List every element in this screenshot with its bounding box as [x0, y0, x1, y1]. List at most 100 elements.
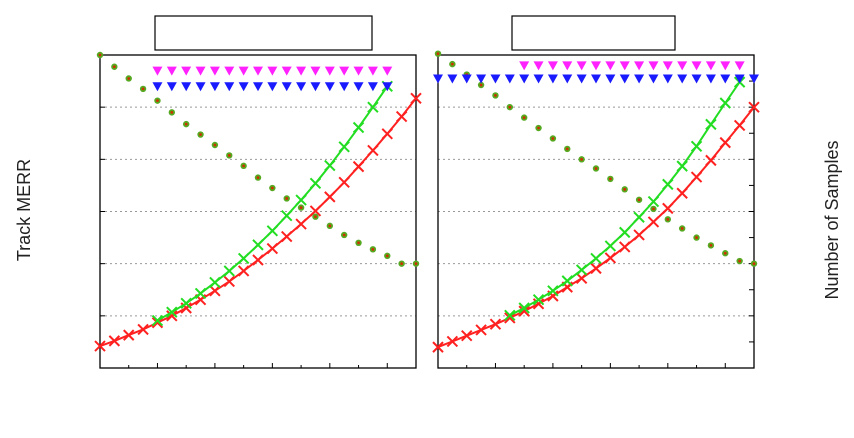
data-point [195, 82, 206, 92]
panel-ensemble-means [432, 15, 760, 369]
data-point-center [436, 52, 440, 56]
data-point [576, 74, 587, 84]
data-point-center [314, 215, 317, 219]
data-point [518, 302, 530, 314]
series-2 [96, 51, 420, 267]
data-point [733, 119, 746, 132]
data-point [224, 82, 235, 92]
data-point-center [522, 116, 526, 119]
y-axis-label-track-merr: Track MERR [14, 159, 34, 261]
data-point [734, 74, 745, 84]
data-point [504, 74, 515, 84]
data-point [266, 242, 279, 255]
data-point [504, 309, 516, 322]
data-point [224, 66, 235, 76]
data-point [519, 61, 530, 71]
data-point [166, 310, 178, 322]
data-point [253, 82, 263, 92]
data-point [166, 82, 177, 92]
data-point [209, 66, 220, 76]
data-point-center [551, 137, 555, 140]
data-point-center [98, 53, 102, 57]
data-point-center [738, 259, 742, 263]
data-point [619, 241, 631, 253]
data-point-center [127, 77, 131, 80]
data-point [547, 285, 559, 297]
data-point [382, 66, 393, 76]
data-point [490, 74, 501, 84]
data-point [590, 262, 602, 275]
data-point [352, 121, 365, 134]
data-point [281, 230, 293, 243]
data-point [223, 275, 235, 288]
data-point [705, 61, 716, 71]
data-point-center [695, 236, 698, 239]
data-point [324, 66, 335, 76]
data-point-center [170, 110, 174, 114]
data-point-center [328, 224, 332, 228]
data-point [647, 216, 660, 228]
data-point [677, 74, 688, 84]
data-point [518, 305, 530, 317]
series-line [99, 97, 417, 348]
series-1 [151, 80, 393, 327]
data-point-center [270, 186, 274, 190]
data-point [749, 74, 759, 84]
data-point [677, 61, 688, 71]
data-point [367, 82, 378, 92]
data-point [705, 154, 717, 167]
data-point [310, 82, 321, 92]
data-point-center [371, 247, 375, 251]
series-line [509, 81, 741, 317]
data-point [432, 341, 444, 353]
data-point [281, 209, 293, 222]
data-point [339, 66, 350, 76]
data-point [647, 195, 660, 208]
data-point [619, 74, 630, 84]
data-point [166, 306, 178, 318]
right-axis-label: Number of Samples [822, 140, 842, 299]
data-point [720, 74, 731, 84]
data-point [367, 66, 378, 76]
data-point-center [494, 94, 497, 97]
data-point [562, 74, 573, 84]
data-point-center [213, 143, 217, 147]
data-point [367, 144, 379, 157]
y2-axis-label-number-of-samples: Number of Samples [822, 140, 842, 299]
data-point [619, 61, 630, 71]
series-1 [504, 76, 746, 322]
data-point-center [637, 198, 641, 202]
data-point [719, 97, 731, 109]
data-point [662, 61, 673, 71]
data-point [223, 265, 235, 277]
panel-unperturbed-forecasts [94, 15, 422, 369]
data-point-center [156, 99, 159, 103]
data-point-center [184, 122, 188, 126]
data-point [591, 61, 601, 71]
left-axis-label: Track MERR [14, 159, 34, 261]
data-point [561, 275, 573, 287]
data-point [252, 254, 264, 266]
data-point [238, 66, 249, 76]
data-point [266, 225, 279, 237]
data-point-center [666, 217, 670, 221]
data-point [691, 61, 702, 71]
data-point [353, 82, 364, 92]
data-point [152, 66, 163, 76]
data-point-center [565, 147, 569, 151]
data-point [475, 324, 487, 336]
data-point-center [537, 126, 540, 130]
data-point [324, 82, 335, 92]
data-point [181, 82, 192, 92]
plot-frame [437, 54, 755, 369]
data-point [446, 335, 459, 348]
data-point [382, 82, 393, 92]
data-point [748, 101, 760, 113]
data-point [634, 74, 645, 84]
data-point [352, 160, 365, 173]
data-point-center [256, 176, 260, 179]
data-point [633, 211, 645, 223]
data-point-center [594, 167, 598, 170]
data-point [619, 226, 631, 239]
